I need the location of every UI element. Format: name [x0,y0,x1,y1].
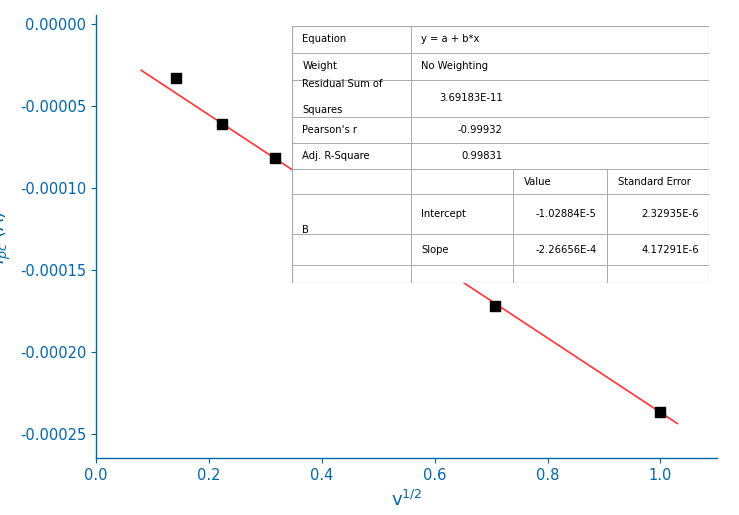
Text: -1.02884E-5: -1.02884E-5 [536,210,596,219]
Text: y = a + b*x: y = a + b*x [421,35,480,44]
Point [489,302,501,310]
Text: 4.17291E-6: 4.17291E-6 [641,245,699,255]
Text: Squares: Squares [302,105,343,115]
Text: Slope: Slope [421,245,449,255]
Text: Weight: Weight [302,61,337,71]
Text: B: B [302,225,309,235]
Text: Standard Error: Standard Error [618,177,690,186]
Point [655,408,667,417]
Text: 0.99831: 0.99831 [462,151,503,161]
X-axis label: v$^{1/2}$: v$^{1/2}$ [391,490,422,510]
Text: Equation: Equation [302,35,347,44]
Text: 2.32935E-6: 2.32935E-6 [641,210,699,219]
Text: Intercept: Intercept [421,210,466,219]
Text: Value: Value [524,177,551,186]
Text: 3.69183E-11: 3.69183E-11 [439,94,503,104]
Text: Pearson's r: Pearson's r [302,125,358,135]
Text: -0.99932: -0.99932 [458,125,503,135]
Point [268,154,280,162]
Point [170,74,182,82]
Text: -2.26656E-4: -2.26656E-4 [536,245,596,255]
Text: Adj. R-Square: Adj. R-Square [302,151,370,161]
Y-axis label: $I_{pc}$ (A): $I_{pc}$ (A) [0,210,13,264]
Text: Residual Sum of: Residual Sum of [302,79,383,89]
Text: No Weighting: No Weighting [421,61,488,71]
Point [342,202,354,211]
Point [217,119,228,128]
